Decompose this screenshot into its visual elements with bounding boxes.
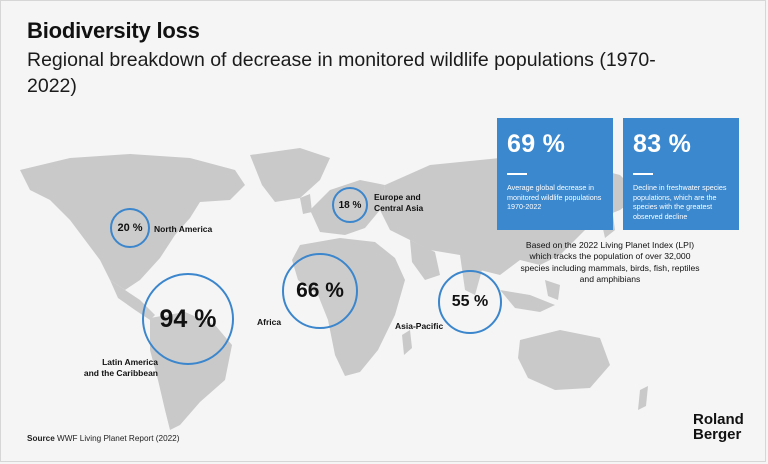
page-title: Biodiversity loss — [27, 18, 200, 43]
stat-divider — [633, 173, 653, 175]
region-circle-asia-pacific: 55 % — [438, 270, 502, 334]
region-circle-north-america: 20 % — [110, 208, 150, 248]
source-text: WWF Living Planet Report (2022) — [57, 434, 180, 443]
source-note: Source WWF Living Planet Report (2022) — [27, 434, 179, 443]
roland-berger-logo: Roland Berger — [693, 411, 744, 443]
region-circle-europe-central-asia: 18 % — [332, 187, 368, 223]
region-label-europe-central-asia: Europe and Central Asia — [374, 192, 424, 213]
lpi-note: Based on the 2022 Living Planet Index (L… — [520, 240, 700, 285]
stat-value-freshwater: 83 % — [633, 130, 692, 158]
stat-box-freshwater-decline: 83 % Decline in freshwater species popul… — [623, 118, 739, 230]
region-circle-africa: 66 % — [282, 253, 358, 329]
page-subtitle: Regional breakdown of decrease in monito… — [27, 49, 656, 97]
stat-divider — [507, 173, 527, 175]
region-value-north-america: 20 % — [117, 222, 143, 234]
region-label-africa: Africa — [257, 317, 282, 327]
stat-description-freshwater: Decline in freshwater species population… — [633, 183, 727, 221]
region-label-north-america: North America — [154, 224, 213, 234]
region-label-latin-america: Latin America and the Caribbean — [83, 357, 158, 378]
region-value-europe-central-asia: 18 % — [338, 199, 362, 211]
region-circle-latin-america: 94 % — [142, 273, 234, 365]
stat-value-global: 69 % — [507, 130, 566, 158]
source-label: Source — [27, 434, 55, 443]
stat-box-global-decrease: 69 % Average global decrease in monitore… — [497, 118, 613, 230]
region-label-asia-pacific: Asia-Pacific — [395, 321, 444, 331]
region-value-africa: 66 % — [296, 279, 344, 302]
region-value-asia-pacific: 55 % — [451, 293, 489, 310]
region-value-latin-america: 94 % — [159, 304, 217, 333]
stat-description-global: Average global decrease in monitored wil… — [507, 183, 602, 212]
